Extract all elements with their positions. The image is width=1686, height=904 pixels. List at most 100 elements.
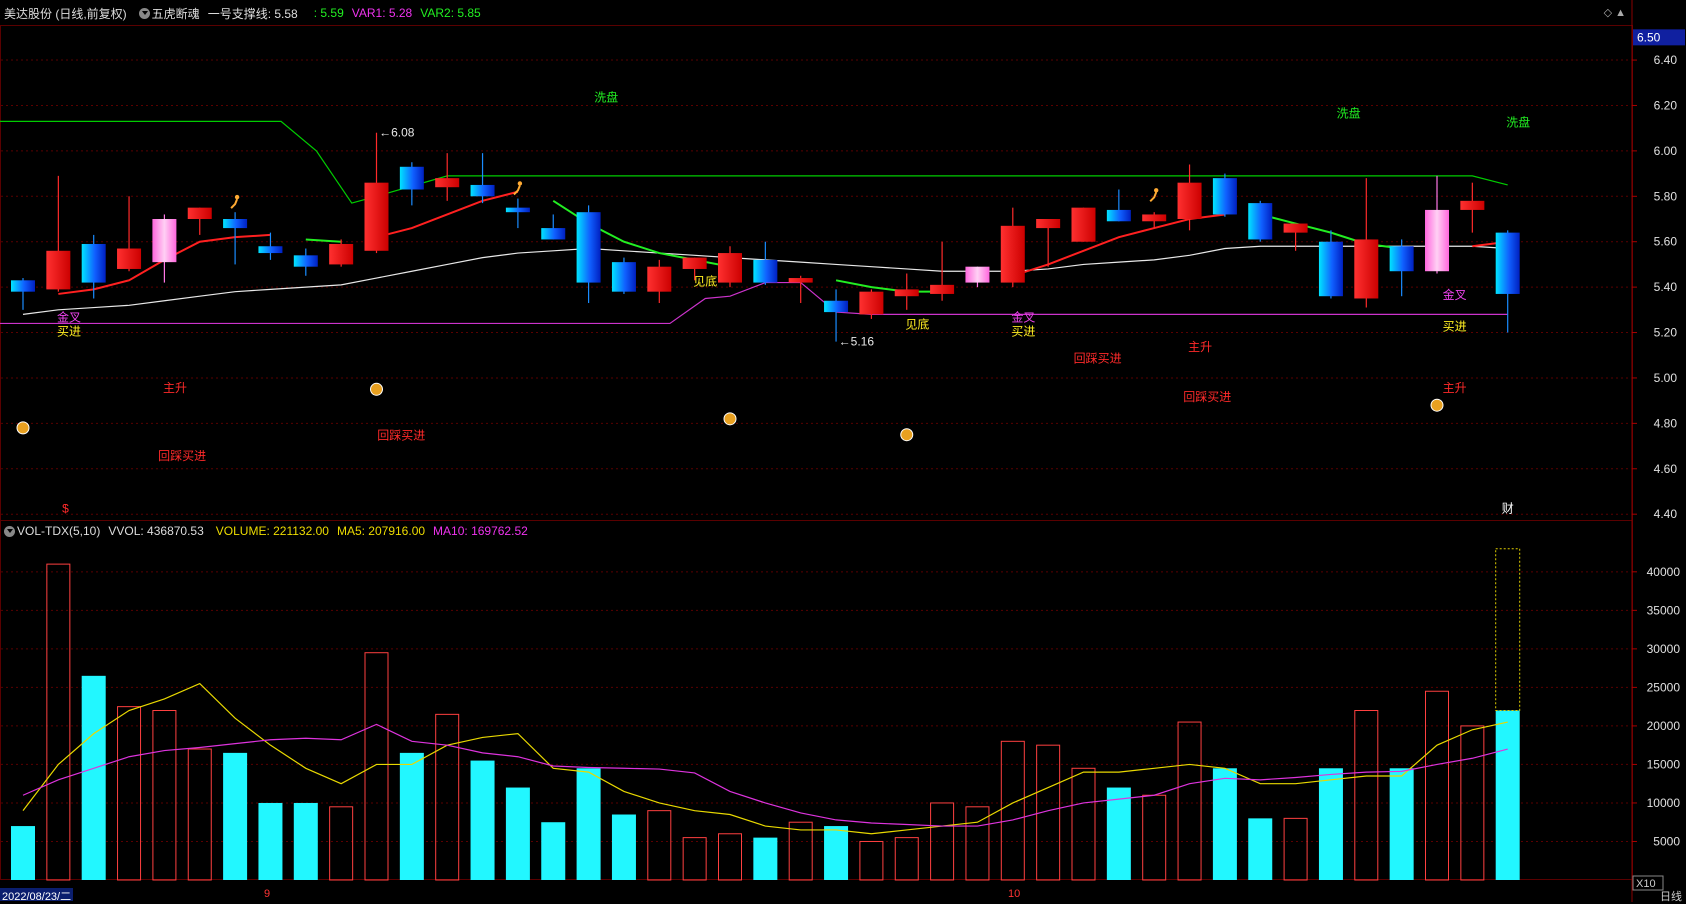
volume-bar: [187, 748, 212, 881]
period-label[interactable]: 日线: [1660, 891, 1682, 903]
volume-tick-label: 15000: [1647, 757, 1681, 771]
price-tick-label: 4.40: [1654, 507, 1678, 521]
ma10-value: MA10: 169762.52: [433, 524, 528, 538]
signal-annotation: 回踩买进: [1074, 352, 1122, 366]
volume-bar: [753, 837, 778, 880]
volume-bar: [718, 833, 742, 881]
candle-body: [647, 266, 672, 292]
runner-icon: [1154, 188, 1159, 193]
runner-icon: [1149, 191, 1158, 203]
runner-icon: [230, 198, 239, 209]
candle-body: [1000, 225, 1025, 283]
candle-body: [1248, 203, 1273, 240]
vvol-value: VVOL: 436870.53: [108, 524, 204, 538]
volume-bar: [1142, 794, 1167, 881]
money-bag-icon: [370, 382, 383, 396]
candle-body: [505, 207, 530, 213]
signal-annotation: 回踩买进: [1183, 390, 1231, 404]
price-panel-frame: [0, 25, 1633, 521]
volume-bar: [1460, 725, 1485, 881]
signal-annotation: 回踩买进: [377, 429, 425, 443]
volume-bar: [1212, 768, 1237, 880]
candle-body: [187, 207, 212, 220]
runner-icon: [234, 194, 240, 200]
ma5-value: MA5: 207916.00: [336, 524, 426, 538]
volume-bar: [541, 822, 566, 880]
candle-body: [435, 178, 460, 188]
extreme-price-label: ←6.08: [379, 126, 415, 140]
candle-body: [1389, 246, 1414, 272]
signal-annotation: 见底: [905, 316, 929, 331]
volume-bar: [1248, 818, 1273, 880]
runner-icon: [513, 185, 521, 196]
signal-annotation: 洗盘: [1337, 105, 1361, 120]
extreme-price-label: ←5.16: [839, 335, 875, 349]
signal-annotation: 回踩买进: [158, 449, 206, 463]
volume-bar: [930, 802, 955, 881]
volume-bar: [117, 706, 142, 881]
candle-body: [399, 166, 424, 190]
volume-bar: [435, 713, 460, 881]
candle-body: [258, 246, 283, 254]
candle-body: [965, 266, 990, 283]
collapse-circle-icon[interactable]: [4, 525, 15, 537]
volume-value: VOLUME: 221132.00: [215, 524, 329, 538]
signal-annotation: $: [62, 501, 69, 515]
candle-body: [541, 228, 566, 240]
price-tick-label: 6.40: [1654, 53, 1678, 67]
month-9-label: 9: [264, 888, 271, 900]
volume-panel-header: VOL-TDX(5,10) VVOL: 436870.53 VOLUME: 22…: [0, 521, 1630, 541]
volume-tick-label: 30000: [1647, 642, 1681, 656]
volume-tick-label: 35000: [1647, 603, 1681, 617]
signal-annotation: 金叉: [1443, 287, 1467, 302]
volume-bar: [399, 752, 424, 880]
collapse-circle-icon[interactable]: [138, 7, 150, 19]
price-tick-label: 5.00: [1654, 371, 1678, 385]
volume-bar: [894, 837, 919, 881]
candle-body: [11, 280, 35, 292]
volume-bar: [859, 840, 884, 881]
multiplier-label: X10: [1636, 878, 1656, 890]
candle-body: [223, 219, 248, 229]
line-value: : 5.59: [313, 6, 344, 20]
volume-tick-label: 25000: [1647, 680, 1681, 694]
volume-bar: [1389, 768, 1414, 880]
money-bag-icon: [900, 428, 914, 442]
price-tick-label: 4.80: [1654, 416, 1678, 430]
candle-body: [46, 250, 71, 290]
candle-body: [293, 255, 318, 267]
volume-bar: [152, 710, 177, 881]
candle-body: [930, 284, 955, 294]
volume-bar: [364, 652, 389, 881]
volume-bar: [682, 837, 707, 881]
volume-bar: [1000, 740, 1025, 881]
volume-ma5-line: [22, 682, 1508, 835]
volume-bar: [81, 675, 106, 880]
candle-body: [1318, 241, 1343, 297]
volume-bar: [1495, 710, 1520, 880]
candle-body: [753, 259, 778, 283]
signal-annotation: 洗盘: [1506, 114, 1530, 129]
candle-body: [152, 219, 177, 263]
candle-body: [329, 243, 354, 265]
volume-tick-label: 10000: [1647, 796, 1681, 810]
candle-body: [364, 182, 389, 251]
candle-body: [1106, 209, 1131, 222]
signal-annotation: 主升: [1443, 381, 1467, 395]
money-bag-icon: [16, 421, 30, 435]
signal-annotation: 买进: [57, 324, 81, 338]
volume-bar: [223, 752, 248, 880]
window-controls[interactable]: ◇ ▲: [1603, 7, 1626, 19]
multiplier-box: [1632, 875, 1664, 891]
volume-tick-label: 20000: [1647, 719, 1681, 733]
price-tick-label: 6.00: [1654, 144, 1678, 158]
money-bag-icon: [1430, 398, 1444, 412]
red-trend-segment: [376, 190, 519, 239]
volume-bar: [505, 787, 530, 880]
stock-title: 美达股份 (日线,前复权): [4, 6, 127, 21]
candle-body: [1354, 239, 1379, 299]
volume-indicator-name[interactable]: VOL-TDX(5,10): [17, 524, 101, 538]
candle-body: [1425, 209, 1449, 272]
indicator-name[interactable]: 五虎断魂: [151, 6, 200, 21]
